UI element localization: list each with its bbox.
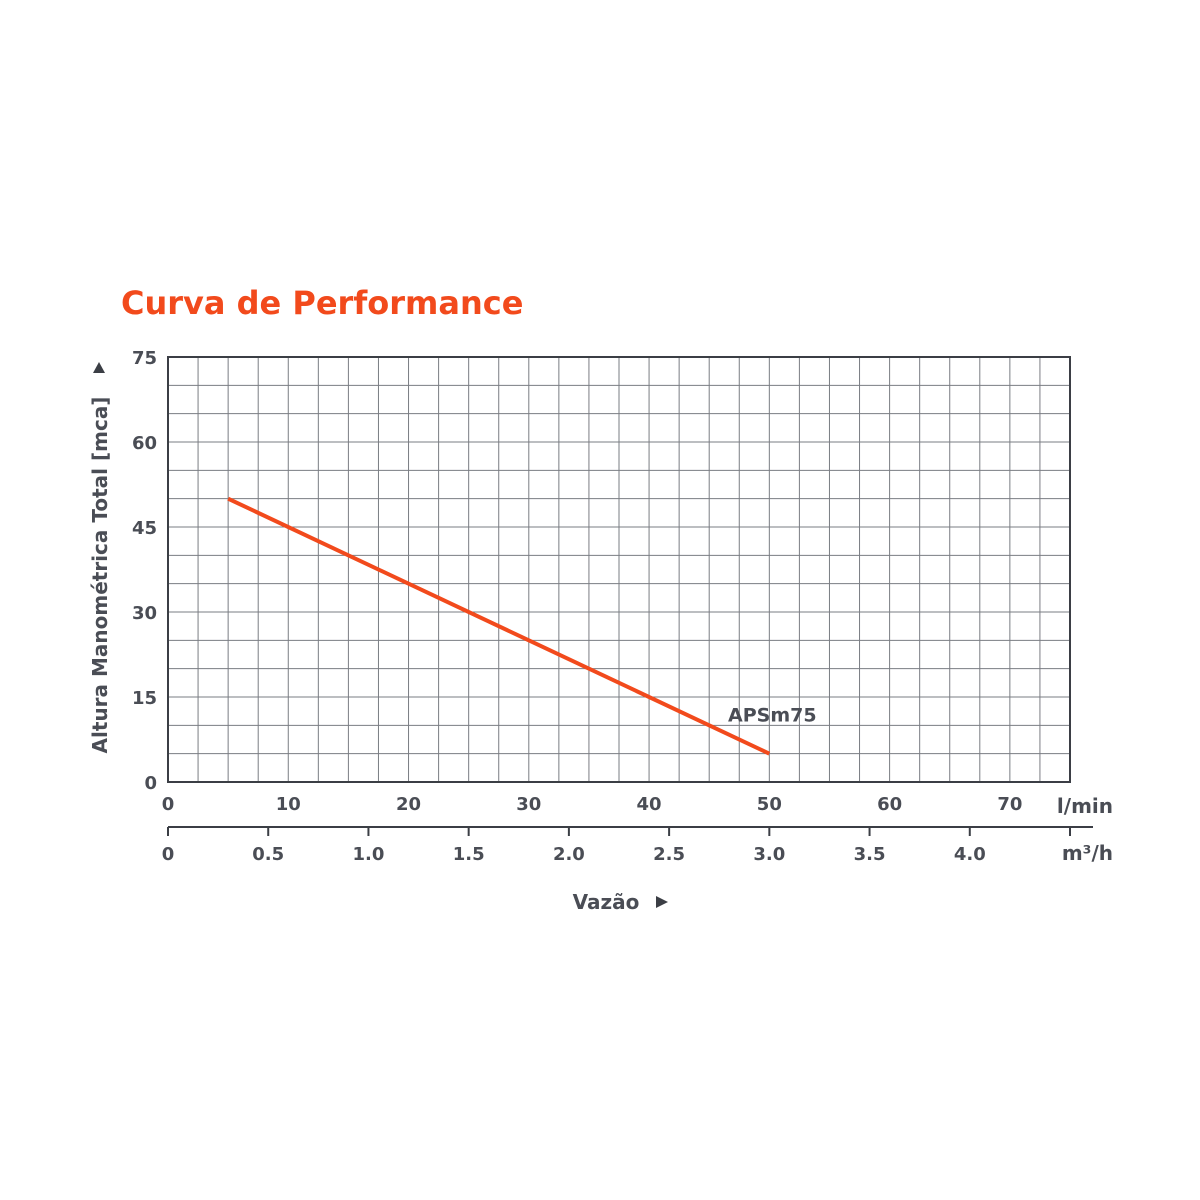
x-tick-label-lmin: 20 [396, 794, 421, 815]
chart-title: Curva de Performance [121, 284, 523, 322]
x-tick-label-lmin: 60 [877, 794, 902, 815]
x-tick-label-m3h: 3.0 [753, 844, 785, 865]
x-tick-label-m3h: 1.0 [352, 844, 384, 865]
y-tick-label: 0 [144, 773, 157, 794]
x-unit-m3h: m³/h [1062, 841, 1113, 865]
x-tick-label-m3h: 3.5 [854, 844, 886, 865]
x-axis-m3h: 0 0.5 1.0 1.5 2.0 2.5 3.0 3.5 4.0 [162, 826, 1093, 865]
x-tick-label-lmin: 10 [276, 794, 301, 815]
x-tick-label-lmin: 0 [162, 794, 175, 815]
x-tick-label-m3h: 0.5 [252, 844, 284, 865]
y-tick-label: 75 [132, 348, 157, 369]
x-axis-label: Vazão [573, 890, 640, 914]
x-axis-ticks-lmin: 0 10 20 30 40 50 60 70 [162, 794, 1023, 815]
x-axis-arrow-icon [656, 896, 668, 908]
x-tick-label-m3h: 2.0 [553, 844, 585, 865]
x-unit-lmin: l/min [1057, 794, 1113, 818]
series-line-apsm75 [227, 496, 771, 756]
y-axis-arrow-icon [93, 362, 105, 373]
y-tick-label: 15 [132, 688, 157, 709]
series-layer: APSm75 [227, 496, 817, 756]
x-tick-label-m3h: 0 [162, 844, 175, 865]
y-axis-label-group: Altura Manométrica Total [mca] [88, 362, 112, 753]
y-axis-label: Altura Manométrica Total [mca] [88, 397, 112, 754]
y-tick-label: 30 [132, 603, 157, 624]
x-tick-label-m3h: 4.0 [954, 844, 986, 865]
y-axis-ticks: 0 15 30 45 60 75 [132, 348, 157, 794]
x-tick-label-lmin: 70 [997, 794, 1022, 815]
y-tick-label: 45 [132, 518, 157, 539]
x-tick-label-lmin: 40 [637, 794, 662, 815]
x-tick-label-lmin: 50 [757, 794, 782, 815]
x-tick-label-lmin: 30 [516, 794, 541, 815]
y-tick-label: 60 [132, 433, 157, 454]
x-tick-label-m3h: 1.5 [453, 844, 485, 865]
series-label: APSm75 [728, 705, 817, 727]
grid [168, 357, 1070, 782]
x-tick-label-m3h: 2.5 [653, 844, 685, 865]
plot-area [167, 356, 1071, 783]
x-axis-label-group: Vazão [573, 890, 668, 914]
